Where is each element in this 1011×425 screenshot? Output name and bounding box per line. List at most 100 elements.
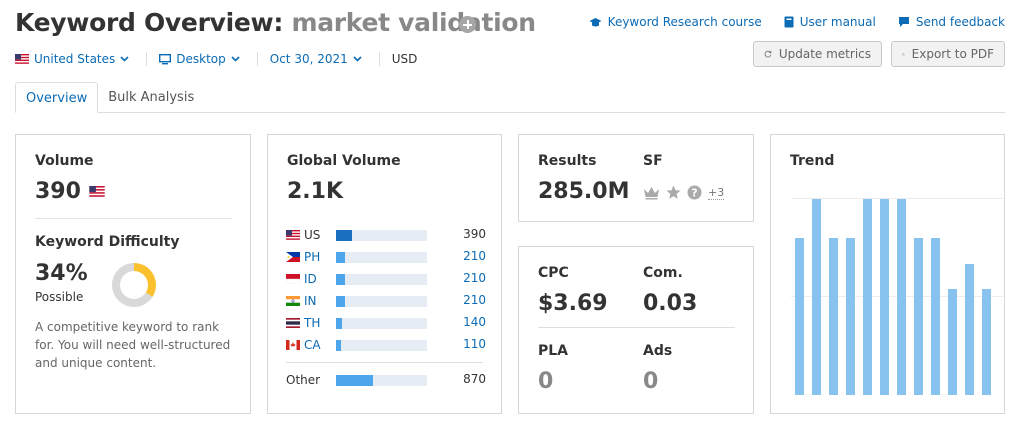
trend-card: Trend (770, 134, 1005, 414)
com-value: 0.03 (643, 291, 698, 316)
country-code[interactable]: CA (304, 338, 321, 352)
id-flag-icon (286, 274, 300, 284)
trend-bar[interactable] (914, 238, 923, 395)
other-label: Other (286, 373, 321, 387)
in-flag-icon (286, 296, 300, 306)
trend-bar[interactable] (931, 238, 940, 395)
difficulty-value: 34% (35, 261, 88, 286)
course-link[interactable]: Keyword Research course (589, 15, 762, 29)
tab-bar: Overview Bulk Analysis (15, 82, 204, 113)
manual-link[interactable]: User manual (784, 15, 876, 29)
ads-label: Ads (643, 343, 673, 359)
trend-bar[interactable] (897, 199, 906, 395)
tab-overview[interactable]: Overview (15, 82, 99, 113)
country-row-ca: CA 110 (286, 337, 486, 353)
trend-bar[interactable] (948, 289, 957, 395)
country-row-th: TH 140 (286, 315, 486, 331)
star-icon (666, 185, 681, 199)
difficulty-donut (112, 263, 156, 307)
volume-value-row: 390 (35, 179, 105, 204)
date-label: Oct 30, 2021 (269, 52, 348, 66)
trend-bar[interactable] (829, 238, 838, 395)
ca-flag-icon (286, 340, 300, 350)
country-bar (336, 318, 427, 329)
trend-bar[interactable] (812, 199, 821, 395)
sf-more-count[interactable]: +3 (708, 185, 725, 200)
country-count[interactable]: 210 (463, 271, 486, 285)
difficulty-level: Possible (35, 290, 84, 304)
global-volume-card: Global Volume 2.1K US 390 PH 210 ID 210 IN 210 T… (267, 134, 502, 414)
export-pdf-button[interactable]: Export to PDF (891, 41, 1005, 67)
feedback-link-label: Send feedback (915, 15, 1005, 29)
device-filter[interactable]: Desktop (159, 52, 245, 66)
header-links: Keyword Research course User manual Send… (567, 15, 1005, 29)
chevron-down-icon (231, 56, 240, 62)
card-divider (538, 327, 735, 328)
device-label: Desktop (176, 52, 226, 66)
trend-bar[interactable] (982, 289, 991, 395)
country-divider (286, 362, 483, 363)
difficulty-label: Keyword Difficulty (35, 234, 180, 250)
other-row: Other 870 (286, 372, 486, 388)
date-filter[interactable]: Oct 30, 2021 (270, 52, 367, 66)
country-bar-fill (336, 252, 346, 263)
country-code[interactable]: IN (304, 294, 317, 308)
global-volume-label: Global Volume (287, 153, 401, 169)
other-bar-fill (336, 375, 374, 386)
country-count[interactable]: 140 (463, 315, 486, 329)
country-bar (336, 230, 427, 241)
grid-line (791, 198, 1003, 199)
svg-text:?: ? (691, 187, 697, 200)
add-keyword-icon[interactable] (459, 16, 476, 33)
results-value: 285.0M (538, 179, 630, 204)
country-code[interactable]: US (304, 228, 321, 242)
country-row-in: IN 210 (286, 293, 486, 309)
volume-value: 390 (35, 179, 81, 204)
trend-bar[interactable] (863, 199, 872, 395)
chevron-down-icon (120, 56, 129, 62)
country-filter[interactable]: United States (15, 52, 134, 66)
trend-bar[interactable] (965, 263, 974, 395)
other-count: 870 (463, 372, 486, 386)
volume-card: Volume 390 Keyword Difficulty 34% Possib… (15, 134, 251, 414)
course-link-label: Keyword Research course (607, 15, 762, 29)
export-pdf-label: Export to PDF (911, 47, 994, 61)
currency-label: USD (391, 52, 418, 66)
ads-value: 0 (643, 369, 659, 394)
country-bar-fill (336, 230, 353, 241)
crown-icon (644, 187, 659, 200)
trend-label: Trend (790, 153, 835, 169)
country-bar-fill (336, 340, 341, 351)
graduation-cap-icon (589, 17, 602, 26)
country-count[interactable]: 210 (463, 249, 486, 263)
sf-icons: ? +3 (643, 185, 725, 200)
us-flag-icon (89, 186, 105, 197)
country-bar-fill (336, 274, 346, 285)
cpc-card: CPC $3.69 Com. 0.03 PLA 0 Ads 0 (518, 246, 754, 414)
manual-link-label: User manual (799, 15, 876, 29)
tab-divider (15, 112, 1005, 113)
pla-value: 0 (538, 369, 554, 394)
feedback-link[interactable]: Send feedback (898, 15, 1005, 29)
country-label: United States (34, 52, 116, 66)
country-row-id: ID 210 (286, 271, 486, 287)
trend-bar[interactable] (795, 238, 804, 395)
book-icon (784, 16, 794, 28)
difficulty-description: A competitive keyword to rank for. You w… (35, 320, 231, 370)
trend-bar[interactable] (880, 199, 889, 395)
country-code[interactable]: PH (304, 250, 321, 264)
update-metrics-button[interactable]: Update metrics (753, 41, 882, 67)
trend-bar[interactable] (846, 238, 855, 395)
update-metrics-label: Update metrics (778, 47, 871, 61)
country-count[interactable]: 110 (463, 337, 486, 351)
tab-bulk-analysis[interactable]: Bulk Analysis (108, 90, 195, 105)
country-count: 390 (463, 227, 486, 241)
cpc-value: $3.69 (538, 291, 608, 316)
title-prefix: Keyword Overview: (15, 8, 284, 37)
country-code[interactable]: TH (304, 316, 321, 330)
country-count[interactable]: 210 (463, 293, 486, 307)
country-bar-fill (336, 296, 346, 307)
sf-label: SF (643, 153, 663, 169)
volume-label: Volume (35, 153, 94, 169)
country-code[interactable]: ID (304, 272, 317, 286)
